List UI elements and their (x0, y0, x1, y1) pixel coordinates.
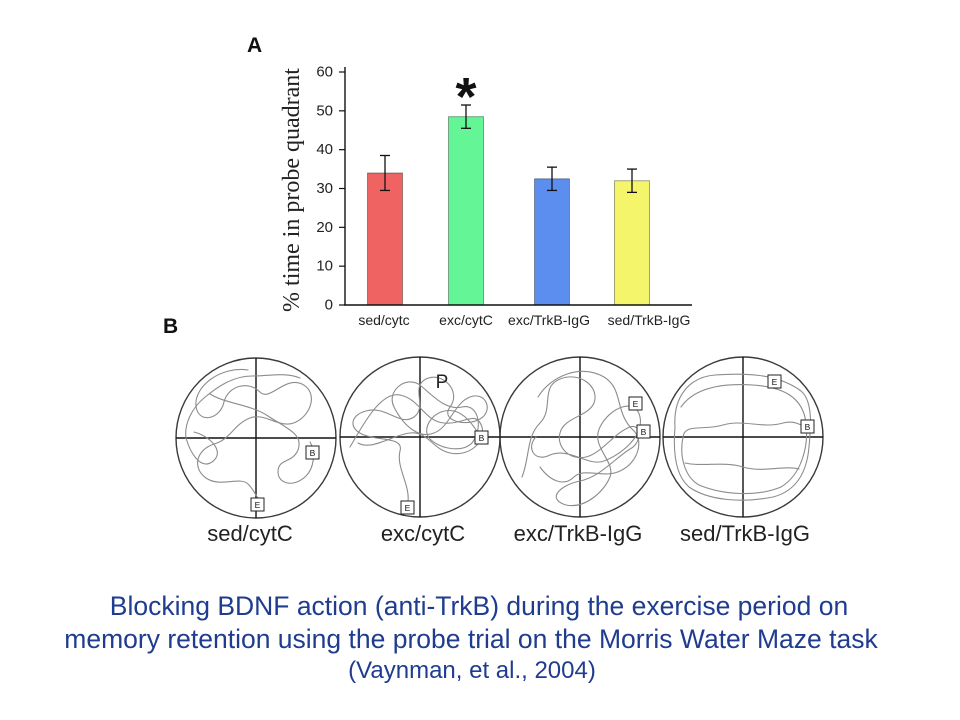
marker-letter: B (310, 448, 316, 458)
marker-letter: E (255, 500, 261, 510)
panel-a-label: A (247, 34, 262, 57)
maze-label: sed/cytC (207, 521, 293, 546)
marker-frame (800, 419, 815, 434)
x-tick-label-exc-cytc: exc/cytC (439, 312, 493, 328)
maze-label: exc/TrkB-IgG (514, 521, 643, 546)
marker-letter: B (479, 433, 485, 443)
maze-exc-trkb-igg: E B (499, 356, 661, 518)
bar-sed-trkb-igg (614, 180, 650, 306)
x-tick-label-sed-cytc: sed/cytc (358, 312, 409, 328)
marker-letter: B (805, 422, 811, 432)
marker-letter: E (633, 399, 639, 409)
panel-a: A % time in probe quadrant 0 10 20 30 40 50 60… (247, 34, 692, 328)
panel-b-label: B (163, 315, 178, 338)
marker-frame (474, 430, 489, 445)
maze-sed-cytc: B E (175, 357, 337, 519)
marker-box: E (628, 396, 643, 411)
y-tick-label: 10 (316, 258, 333, 275)
swim-path (680, 384, 808, 495)
y-tick-label: 60 (316, 64, 333, 81)
y-tick-label: 40 (316, 141, 333, 158)
marker-box: B (474, 430, 489, 445)
swim-path (185, 374, 315, 484)
bar-sed-cytc (367, 172, 403, 306)
x-tick-label-sed-trkb-igg: sed/TrkB-IgG (608, 312, 691, 328)
maze-label: exc/cytC (381, 521, 465, 546)
caption-line: Blocking BDNF action (anti-TrkB) during … (110, 591, 848, 621)
swim-path (673, 373, 812, 501)
marker-box: B (636, 424, 651, 439)
marker-frame (250, 497, 265, 512)
swim-path (349, 394, 484, 455)
marker-box: B (305, 445, 320, 460)
swim-path (195, 368, 312, 499)
x-tick-label-exc-trkb-igg: exc/TrkB-IgG (508, 312, 590, 328)
marker-frame (628, 396, 643, 411)
probe-quadrant-label: P (436, 372, 449, 393)
y-tick-label: 30 (316, 180, 333, 197)
significance-marker: * (455, 67, 476, 127)
caption-line: memory retention using the probe trial o… (64, 624, 878, 654)
swim-path (352, 376, 488, 502)
y-tick-label: 50 (316, 102, 333, 119)
caption-citation: (Vaynman, et al., 2004) (348, 657, 596, 684)
y-tick-label: 0 (325, 297, 333, 314)
marker-box: B (800, 419, 815, 434)
marker-frame (636, 424, 651, 439)
bar-exc-cytc (448, 116, 484, 306)
y-tick-label: 20 (316, 219, 333, 236)
swim-path (684, 462, 800, 470)
maze-label: sed/TrkB-IgG (680, 521, 810, 546)
marker-box: E (767, 374, 782, 389)
bar-exc-trkb-igg (534, 178, 570, 306)
swim-path (537, 370, 640, 483)
marker-frame (400, 500, 415, 515)
marker-letter: E (772, 377, 778, 387)
marker-box: E (250, 497, 265, 512)
panel-b: B B E sed/cytC P (163, 315, 824, 546)
marker-frame (305, 445, 320, 460)
marker-box: E (400, 500, 415, 515)
maze-sed-trkb-igg: E B (662, 356, 824, 518)
y-axis-label: % time in probe quadrant (279, 68, 305, 312)
swim-path (521, 376, 641, 507)
marker-frame (767, 374, 782, 389)
caption: Blocking BDNF action (anti-TrkB) during … (64, 591, 878, 684)
maze-exc-cytc: P B E (339, 356, 501, 518)
marker-letter: B (641, 427, 647, 437)
marker-letter: E (405, 503, 411, 513)
chart-marks: 0 10 20 30 40 50 60 sed/cytc exc/cytC * exc/TrkB-I… (316, 64, 690, 329)
